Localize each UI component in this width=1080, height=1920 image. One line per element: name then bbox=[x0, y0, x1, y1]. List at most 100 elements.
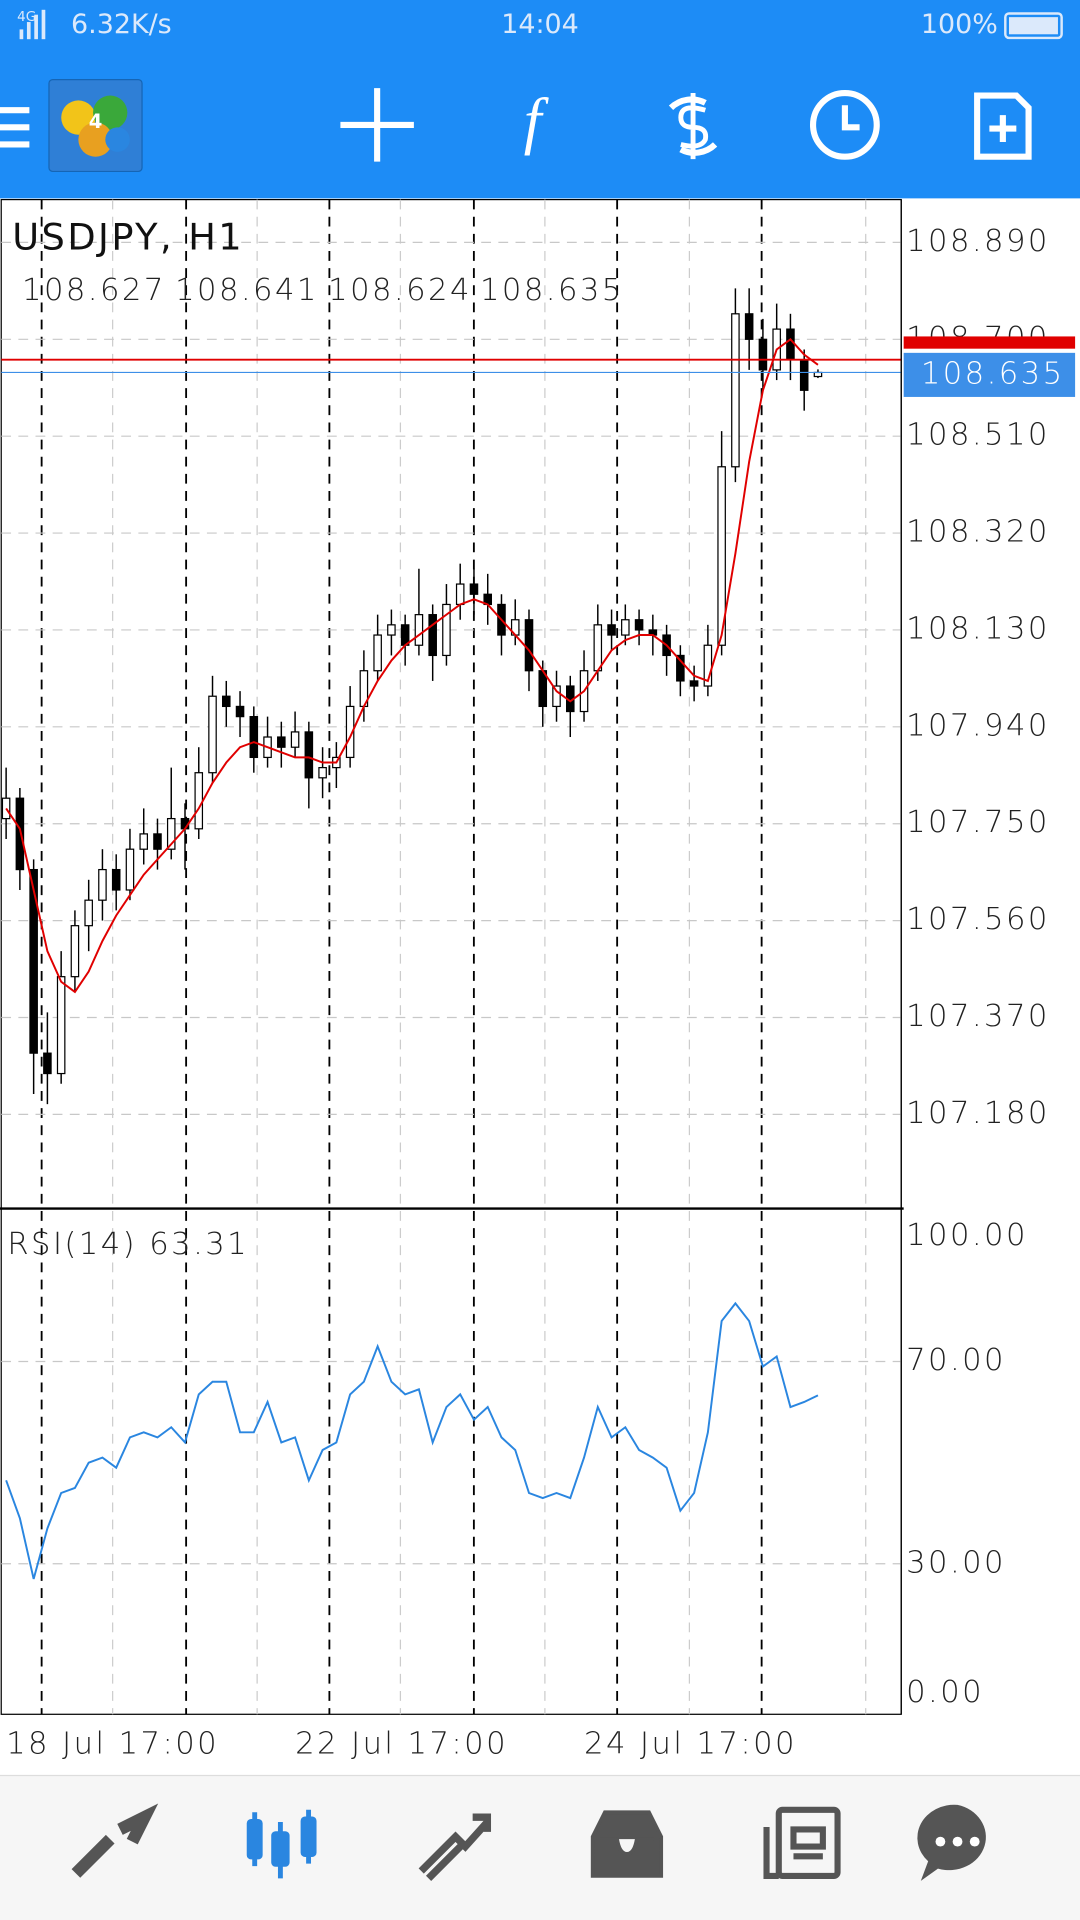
ask-marker bbox=[903, 336, 1076, 349]
signal bbox=[26, 22, 31, 40]
y-tick-label: 107.940 bbox=[906, 708, 1050, 743]
y-tick-label: 70.00 bbox=[906, 1343, 1006, 1378]
candle-body bbox=[29, 868, 38, 1054]
candle-body bbox=[593, 624, 603, 672]
history-tab[interactable] bbox=[590, 1810, 664, 1878]
timeframe-button[interactable] bbox=[810, 90, 880, 160]
candle-body bbox=[56, 976, 66, 1075]
x-tick-label: 24 Jul 17:00 bbox=[584, 1726, 797, 1761]
network: 4G bbox=[17, 10, 36, 25]
candle-body bbox=[208, 695, 217, 774]
crosshair-button[interactable] bbox=[340, 88, 414, 162]
candle-body bbox=[634, 619, 644, 631]
y-tick-label: 108.510 bbox=[906, 418, 1050, 453]
candle-body bbox=[621, 619, 630, 636]
status-bar: 4G 6.32K/s 14:04 100% bbox=[17, 9, 1063, 40]
clock: 14:04 bbox=[501, 9, 579, 40]
menu-button[interactable] bbox=[0, 107, 30, 148]
candle-body bbox=[676, 654, 685, 682]
candle-body bbox=[111, 868, 121, 891]
plot-layer bbox=[1, 241, 902, 1580]
trade-button[interactable] bbox=[668, 93, 718, 160]
candle-body bbox=[799, 359, 809, 391]
chart-tab[interactable] bbox=[246, 1809, 317, 1879]
new-order-button[interactable] bbox=[974, 92, 1032, 160]
day-separators bbox=[40, 199, 763, 1715]
signal bbox=[41, 9, 46, 40]
bid-marker bbox=[903, 352, 1076, 397]
candle-body bbox=[387, 624, 396, 636]
candle-body bbox=[15, 797, 25, 871]
battery-level: 100% bbox=[921, 9, 998, 40]
ohlc-high: 108.641 bbox=[175, 273, 319, 308]
candle-body bbox=[414, 614, 424, 646]
quotes-tab[interactable] bbox=[71, 1803, 159, 1878]
candle-body bbox=[345, 705, 355, 759]
candle-body bbox=[153, 833, 162, 850]
candle-body bbox=[786, 328, 795, 361]
candle-body bbox=[125, 848, 135, 891]
candle-body bbox=[744, 313, 754, 340]
ohlc-low: 108.624 bbox=[328, 273, 472, 308]
candle-body bbox=[277, 736, 286, 748]
candle-body bbox=[235, 705, 245, 718]
battery bbox=[1008, 17, 1058, 35]
app-logo[interactable]: 4 bbox=[48, 78, 143, 173]
candle-body bbox=[70, 925, 80, 978]
bid-label: 108.635 bbox=[921, 356, 1065, 391]
news-tab[interactable] bbox=[763, 1806, 841, 1879]
candle-body bbox=[166, 817, 176, 850]
candle-body bbox=[194, 772, 204, 830]
bottom-nav bbox=[0, 1775, 1080, 1920]
x-tick-label: 18 Jul 17:00 bbox=[6, 1726, 219, 1761]
candle-body bbox=[304, 731, 314, 779]
candle-body bbox=[221, 695, 231, 708]
y-tick-label: 107.370 bbox=[906, 999, 1050, 1034]
time-grid bbox=[112, 199, 867, 1715]
toolbar: f bbox=[0, 85, 1032, 162]
ohlc-open: 108.627 bbox=[22, 273, 166, 308]
signal bbox=[19, 29, 24, 40]
candle-body bbox=[442, 603, 451, 657]
chart-frame bbox=[0, 198, 902, 1715]
y-tick-label: 0.00 bbox=[906, 1675, 984, 1710]
y-tick-label: 108.320 bbox=[906, 515, 1050, 550]
ohlc-close: 108.635 bbox=[480, 273, 624, 308]
svg-text:4: 4 bbox=[89, 110, 103, 133]
candle-body bbox=[84, 899, 93, 927]
signal bbox=[34, 14, 38, 40]
chart-title: USDJPY, H1 bbox=[12, 215, 244, 258]
candle-body bbox=[249, 716, 259, 759]
candle-body bbox=[373, 634, 382, 672]
trade-tab[interactable] bbox=[418, 1813, 492, 1881]
candle-body bbox=[552, 685, 561, 708]
rsi-title: RSI(14) 63.31 bbox=[7, 1227, 249, 1262]
candle-body bbox=[469, 583, 479, 595]
candle-body bbox=[98, 868, 107, 901]
y-tick-label: 108.890 bbox=[906, 224, 1050, 259]
candle-body bbox=[455, 583, 465, 606]
chat-tab[interactable] bbox=[917, 1804, 986, 1881]
y-tick-label: 30.00 bbox=[906, 1545, 1006, 1580]
candle-body bbox=[758, 338, 768, 371]
app-bar bbox=[0, 0, 1080, 199]
candle-body bbox=[689, 680, 699, 687]
candle-body bbox=[318, 767, 327, 779]
candle-body bbox=[290, 731, 300, 748]
y-tick-label: 108.130 bbox=[906, 611, 1050, 646]
candle-body bbox=[43, 1052, 52, 1075]
y-tick-label: 107.560 bbox=[906, 902, 1050, 937]
battery bbox=[1004, 12, 1063, 40]
candle-body bbox=[731, 313, 740, 468]
nav-icons bbox=[71, 1803, 986, 1881]
y-tick-label: 107.180 bbox=[906, 1096, 1050, 1131]
candle-body bbox=[428, 614, 437, 657]
candle-body bbox=[139, 833, 149, 850]
candle-body bbox=[607, 624, 616, 636]
x-tick-label: 22 Jul 17:00 bbox=[295, 1726, 508, 1761]
net-speed: 6.32K/s bbox=[71, 9, 172, 40]
y-tick-label: 100.00 bbox=[906, 1218, 1028, 1253]
candle-body bbox=[717, 466, 726, 646]
